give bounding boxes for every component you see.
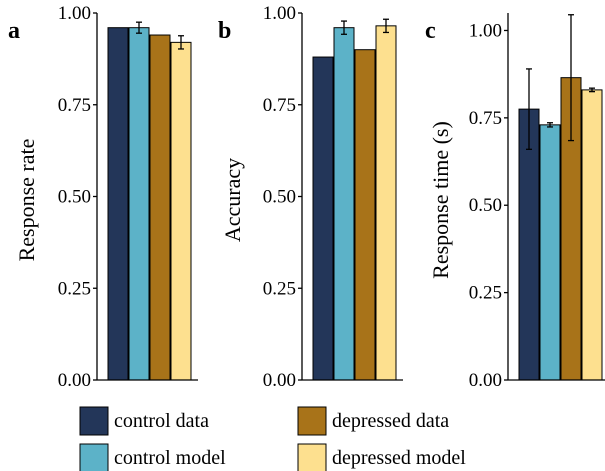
y-tick-label: 0.00 bbox=[469, 370, 502, 391]
error-bar bbox=[136, 21, 142, 34]
legend: control data control model depressed data d… bbox=[79, 406, 466, 471]
legend-swatch bbox=[79, 443, 109, 471]
y-tick-label: 0.75 bbox=[469, 108, 502, 129]
error-bar bbox=[589, 87, 595, 93]
error-bar bbox=[178, 35, 184, 50]
bar-depressed-model bbox=[170, 41, 192, 381]
panel-letter: b bbox=[218, 18, 231, 44]
error-bar bbox=[383, 18, 389, 34]
bar-depressed-data bbox=[149, 34, 171, 381]
legend-swatch bbox=[79, 406, 109, 436]
error-bar bbox=[341, 20, 347, 35]
y-tick-label: 0.00 bbox=[58, 370, 91, 391]
panel-c: c Response time (s) 0.00 0.25 0.50 0.75 1.00 bbox=[425, 13, 605, 391]
y-tick-label: 0.25 bbox=[58, 278, 91, 299]
y-tick-label: 1.00 bbox=[58, 3, 91, 24]
y-tick-label: 0.50 bbox=[58, 187, 91, 208]
legend-swatch bbox=[297, 443, 327, 471]
panel-letter: c bbox=[425, 18, 436, 44]
legend-item-depressed-data: depressed data bbox=[297, 406, 449, 436]
y-tick-label: 0.50 bbox=[469, 195, 502, 216]
legend-swatch bbox=[297, 406, 327, 436]
legend-label: depressed data bbox=[332, 410, 449, 432]
y-tick-label: 1.00 bbox=[469, 20, 502, 41]
y-tick-label: 1.00 bbox=[263, 3, 296, 24]
y-axis-title: Response rate bbox=[14, 139, 39, 262]
legend-label: control model bbox=[114, 447, 226, 469]
legend-label: control data bbox=[114, 410, 209, 432]
bar-depressed-model bbox=[581, 89, 603, 381]
y-tick-label: 0.75 bbox=[58, 95, 91, 116]
panel-b: b Accuracy 0.00 0.25 0.50 0.75 1.00 bbox=[218, 3, 403, 391]
y-axis-title: Accuracy bbox=[220, 158, 245, 242]
legend-item-control-data: control data bbox=[79, 406, 209, 436]
legend-label: depressed model bbox=[332, 447, 466, 469]
bar-control-data bbox=[312, 56, 334, 381]
error-bar bbox=[547, 122, 553, 128]
legend-item-control-model: control model bbox=[79, 443, 226, 471]
y-axis-title: Response time (s) bbox=[428, 121, 453, 279]
bar-control-model bbox=[333, 27, 355, 381]
error-bar bbox=[526, 68, 532, 150]
bar-control-model bbox=[539, 124, 561, 381]
y-tick-label: 0.25 bbox=[469, 283, 502, 304]
panel-letter: a bbox=[8, 18, 20, 44]
y-tick-label: 0.25 bbox=[263, 278, 296, 299]
legend-item-depressed-model: depressed model bbox=[297, 443, 466, 471]
bar-control-model bbox=[128, 27, 150, 381]
error-bar bbox=[568, 14, 574, 142]
bar-depressed-data bbox=[354, 49, 376, 381]
bar-depressed-model bbox=[375, 25, 397, 381]
y-tick-label: 0.00 bbox=[263, 370, 296, 391]
y-tick-label: 0.75 bbox=[263, 95, 296, 116]
bar-control-data bbox=[107, 27, 129, 381]
y-tick-label: 0.50 bbox=[263, 187, 296, 208]
panel-a: a Response rate 0.00 0.25 0.50 0.75 1.00 bbox=[8, 3, 198, 391]
